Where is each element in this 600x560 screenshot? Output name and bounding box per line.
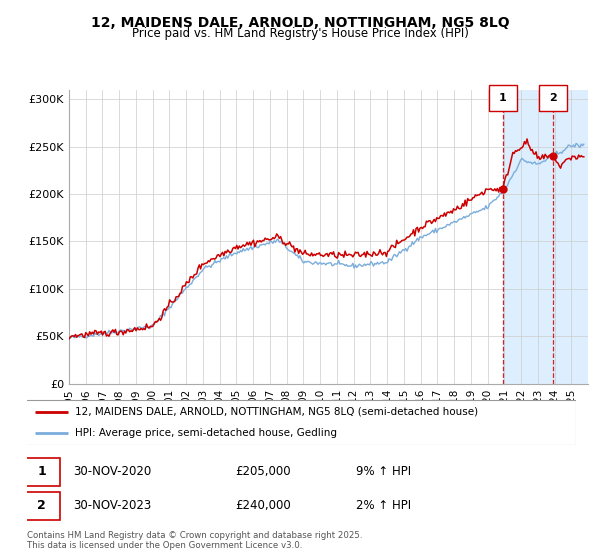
Text: 1: 1 xyxy=(37,465,46,478)
Text: Contains HM Land Registry data © Crown copyright and database right 2025.
This d: Contains HM Land Registry data © Crown c… xyxy=(27,531,362,550)
Text: 2: 2 xyxy=(550,93,557,103)
Text: 1: 1 xyxy=(499,93,507,103)
FancyBboxPatch shape xyxy=(489,85,517,111)
Text: 30-NOV-2023: 30-NOV-2023 xyxy=(74,499,152,512)
Bar xyxy=(503,90,588,384)
Text: 30-NOV-2020: 30-NOV-2020 xyxy=(74,465,152,478)
Text: 12, MAIDENS DALE, ARNOLD, NOTTINGHAM, NG5 8LQ: 12, MAIDENS DALE, ARNOLD, NOTTINGHAM, NG… xyxy=(91,16,509,30)
Text: HPI: Average price, semi-detached house, Gedling: HPI: Average price, semi-detached house,… xyxy=(76,428,337,438)
Text: Price paid vs. HM Land Registry's House Price Index (HPI): Price paid vs. HM Land Registry's House … xyxy=(131,27,469,40)
FancyBboxPatch shape xyxy=(24,492,60,520)
FancyBboxPatch shape xyxy=(539,85,567,111)
Text: 2% ↑ HPI: 2% ↑ HPI xyxy=(356,499,412,512)
Text: 2: 2 xyxy=(37,499,46,512)
Text: £240,000: £240,000 xyxy=(236,499,292,512)
Text: 9% ↑ HPI: 9% ↑ HPI xyxy=(356,465,412,478)
Text: £205,000: £205,000 xyxy=(236,465,291,478)
FancyBboxPatch shape xyxy=(24,458,60,486)
FancyBboxPatch shape xyxy=(24,400,576,445)
Text: 12, MAIDENS DALE, ARNOLD, NOTTINGHAM, NG5 8LQ (semi-detached house): 12, MAIDENS DALE, ARNOLD, NOTTINGHAM, NG… xyxy=(76,407,478,417)
